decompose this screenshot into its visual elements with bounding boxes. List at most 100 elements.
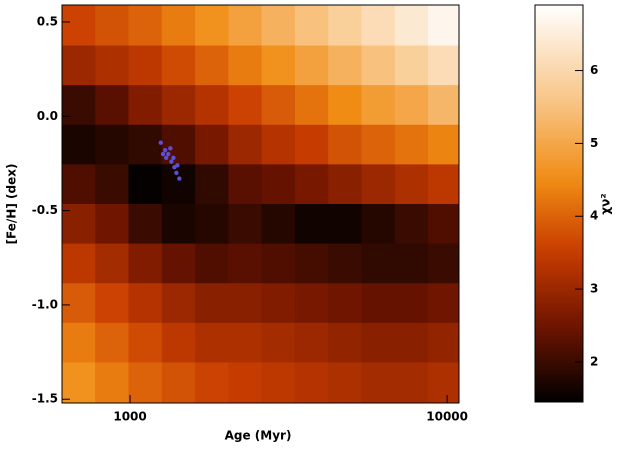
heat-cell (294, 124, 329, 165)
heat-cell (161, 362, 196, 404)
scatter-point (163, 155, 169, 160)
heat-cell (328, 5, 363, 47)
heat-cell (361, 45, 396, 86)
heat-cell (95, 243, 129, 284)
scatter-point (171, 155, 176, 160)
heat-cell (128, 45, 163, 86)
heat-cell (261, 45, 296, 86)
heat-cell (394, 322, 429, 363)
heat-cell (128, 85, 163, 126)
heat-cell (195, 283, 229, 324)
heat-cell (128, 124, 163, 165)
heat-cell (328, 322, 363, 363)
heat-cell (195, 5, 229, 47)
heat-cell (394, 5, 429, 47)
heat-cell (195, 204, 229, 245)
heat-cell (161, 164, 196, 205)
heat-cell (328, 283, 363, 324)
scatter-point (174, 170, 179, 176)
heat-cell (428, 362, 460, 404)
scatter-point (168, 146, 173, 151)
heat-cell (228, 164, 263, 205)
colorbar-tick-label: 2 (590, 354, 598, 368)
heat-cell (261, 164, 296, 205)
heat-cell (428, 283, 460, 324)
heat-cell (228, 124, 263, 165)
y-tick-label: 0.5 (37, 14, 58, 28)
heat-cell (394, 45, 429, 86)
heat-cell (361, 85, 396, 126)
heat-cell (62, 243, 96, 284)
x-tick-label: 10000 (426, 410, 468, 424)
heat-cell (161, 243, 196, 284)
heat-cell (261, 283, 296, 324)
heat-cell (428, 204, 460, 245)
scatter-point (166, 151, 171, 157)
heat-cell (261, 322, 296, 363)
heat-cell (328, 204, 363, 245)
heat-cell (328, 85, 363, 126)
heat-cell (361, 322, 396, 363)
heat-cell (428, 243, 460, 284)
heat-cell (394, 124, 429, 165)
heat-cell (294, 204, 329, 245)
colorbar-tick-label: 5 (590, 136, 598, 150)
heat-cell (361, 5, 396, 47)
heat-cell (394, 362, 429, 404)
heat-cell (195, 243, 229, 284)
heat-cell (294, 283, 329, 324)
heat-cell (95, 362, 129, 404)
heat-cell (62, 164, 96, 205)
heat-cell (261, 204, 296, 245)
heat-cell (394, 85, 429, 126)
heat-cell (294, 164, 329, 205)
scatter-point (162, 148, 168, 153)
heat-cell (128, 322, 163, 363)
heat-cell (62, 322, 96, 363)
y-tick-label: -1.5 (32, 392, 58, 406)
heat-cell (161, 85, 196, 126)
heat-cell (294, 362, 329, 404)
heat-cell (195, 124, 229, 165)
heat-cell (361, 124, 396, 165)
heat-cell (195, 164, 229, 205)
colorbar (534, 4, 584, 403)
heat-cell (62, 45, 96, 86)
heat-cell (428, 5, 460, 47)
heat-cell (294, 45, 329, 86)
scatter-point (158, 140, 163, 145)
heat-cell (161, 45, 196, 86)
heat-cell (394, 164, 429, 205)
heat-cell (161, 322, 196, 363)
heat-cell (428, 164, 460, 205)
heat-cell (62, 283, 96, 324)
heat-cell (294, 322, 329, 363)
heat-cell (228, 362, 263, 404)
heat-cell (361, 243, 396, 284)
heat-cell (95, 5, 129, 47)
heat-cell (361, 164, 396, 205)
heat-cell (228, 5, 263, 47)
heat-cell (128, 243, 163, 284)
y-tick-label: -1.0 (32, 297, 58, 311)
heat-cell (228, 283, 263, 324)
heat-cell (62, 85, 96, 126)
heat-cell (394, 243, 429, 284)
heat-cell (428, 85, 460, 126)
heat-cell (62, 5, 96, 47)
scatter-point (177, 176, 182, 181)
heat-cell (128, 283, 163, 324)
heat-cell (195, 45, 229, 86)
colorbar-tick-label: 6 (590, 63, 598, 77)
heat-cell (228, 243, 263, 284)
heat-cell (394, 283, 429, 324)
colorbar-label: χν² (599, 193, 613, 214)
heat-cell (328, 45, 363, 86)
scatter-point (169, 159, 174, 164)
heat-cell (161, 5, 196, 47)
heat-cell (95, 124, 129, 165)
y-tick-label: 0.0 (37, 109, 58, 123)
heat-cell (361, 362, 396, 404)
heat-cell (195, 85, 229, 126)
